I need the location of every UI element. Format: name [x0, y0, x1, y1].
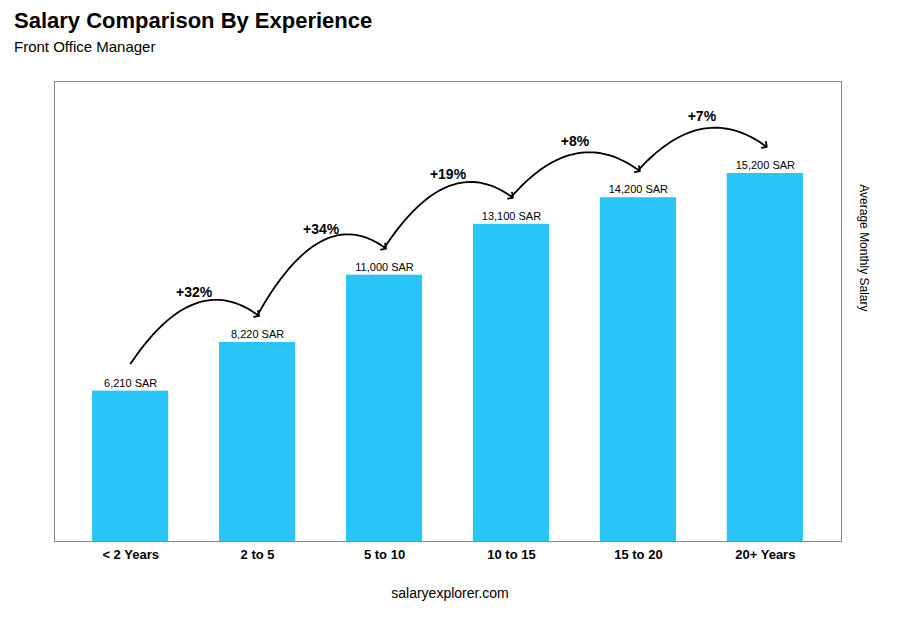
svg-text:2 to 5: 2 to 5 [241, 547, 275, 562]
svg-text:14,200 SAR: 14,200 SAR [609, 183, 668, 195]
svg-text:+34%: +34% [303, 221, 340, 237]
svg-text:6,210 SAR: 6,210 SAR [104, 377, 157, 389]
svg-text:15 to 20: 15 to 20 [614, 547, 662, 562]
svg-text:13,100 SAR: 13,100 SAR [482, 210, 541, 222]
svg-text:+7%: +7% [688, 108, 717, 124]
svg-text:+19%: +19% [430, 166, 467, 182]
html-text:salaryexplorer.com: salaryexplorer.com [391, 585, 509, 601]
html-text:Salary Comparison By Experienc: Salary Comparison By Experience [14, 8, 373, 33]
svg-text:Average Monthly Salary: Average Monthly Salary [857, 184, 871, 311]
svg-text:+8%: +8% [561, 133, 590, 149]
svg-text:< 2 Years: < 2 Years [102, 547, 159, 562]
svg-text:5 to 10: 5 to 10 [364, 547, 405, 562]
svg-text:8,220 SAR: 8,220 SAR [231, 328, 284, 340]
svg-text:+32%: +32% [176, 284, 213, 300]
svg-text:20+ Years: 20+ Years [735, 547, 795, 562]
svg-text:15,200 SAR: 15,200 SAR [736, 159, 795, 171]
html-text:Front Office Manager: Front Office Manager [14, 38, 156, 55]
svg-text:10 to 15: 10 to 15 [487, 547, 535, 562]
svg-text:11,000 SAR: 11,000 SAR [355, 261, 414, 273]
